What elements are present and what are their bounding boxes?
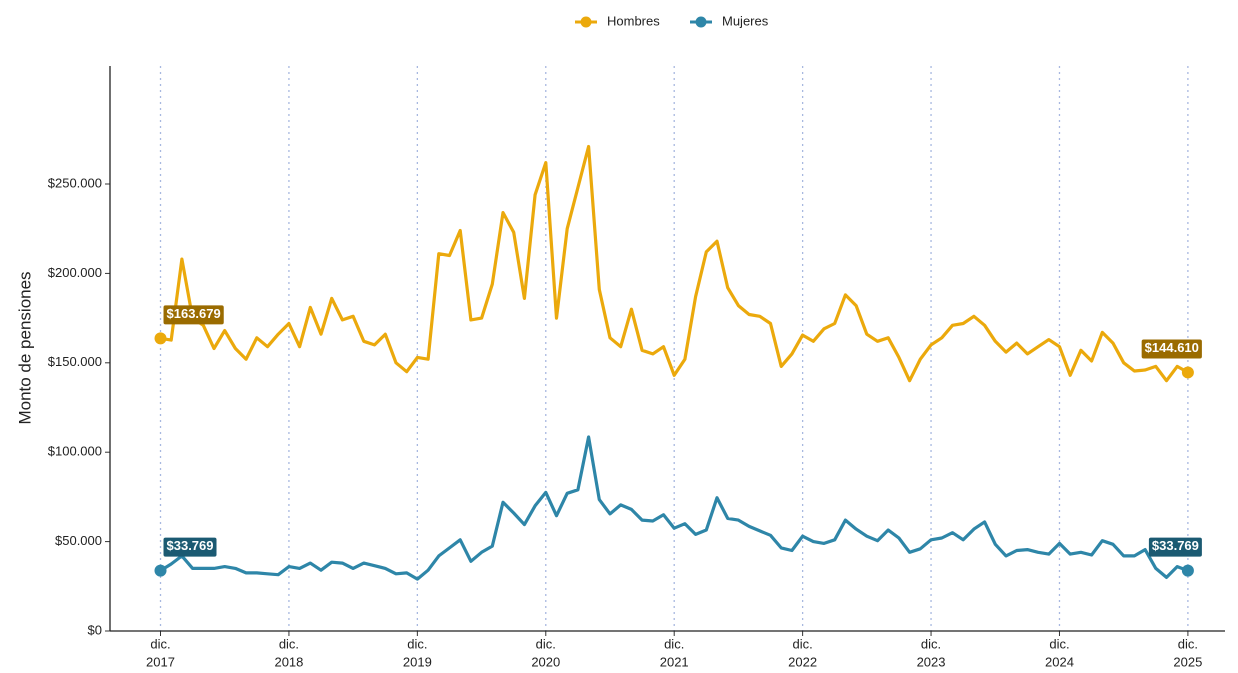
x-tick-label: dic. bbox=[1049, 636, 1069, 651]
legend-label: Hombres bbox=[607, 13, 660, 28]
value-label-group: $163.679 bbox=[163, 305, 224, 325]
value-label-box bbox=[1141, 339, 1202, 359]
y-tick-label: $150.000 bbox=[48, 354, 102, 369]
end-point bbox=[1181, 366, 1194, 379]
value-label-box bbox=[163, 537, 217, 557]
series-line bbox=[160, 144, 1189, 383]
x-tick-label: 2018 bbox=[274, 654, 303, 669]
x-tick-label: 2024 bbox=[1045, 654, 1074, 669]
value-label-box bbox=[1148, 537, 1202, 557]
value-label: $144.610 bbox=[1145, 340, 1199, 355]
x-tick-label: 2020 bbox=[531, 654, 560, 669]
legend-dot bbox=[695, 16, 707, 28]
legend-dot bbox=[580, 16, 592, 28]
x-tick-label: dic. bbox=[1178, 636, 1198, 651]
x-tick-label: 2019 bbox=[403, 654, 432, 669]
end-point bbox=[154, 564, 167, 577]
value-label-group: $33.769 bbox=[1148, 537, 1202, 557]
x-tick-label: dic. bbox=[793, 636, 813, 651]
value-label: $33.769 bbox=[167, 538, 214, 553]
x-tick-label: dic. bbox=[921, 636, 941, 651]
series-line bbox=[159, 435, 1189, 581]
x-tick-label: dic. bbox=[664, 636, 684, 651]
x-tick-label: dic. bbox=[536, 636, 556, 651]
value-label-box bbox=[163, 305, 224, 325]
x-tick-label: dic. bbox=[279, 636, 299, 651]
y-tick-label: $200.000 bbox=[48, 265, 102, 280]
value-label: $163.679 bbox=[167, 306, 221, 321]
y-tick-label: $0 bbox=[88, 622, 102, 637]
x-tick-label: 2021 bbox=[660, 654, 689, 669]
end-point bbox=[1181, 564, 1194, 577]
x-tick-label: 2022 bbox=[788, 654, 817, 669]
x-tick-label: 2023 bbox=[917, 654, 946, 669]
y-tick-label: $100.000 bbox=[48, 444, 102, 459]
x-tick-label: dic. bbox=[150, 636, 170, 651]
x-tick-label: 2025 bbox=[1173, 654, 1202, 669]
legend-label: Mujeres bbox=[722, 13, 769, 28]
x-tick-label: 2017 bbox=[146, 654, 175, 669]
value-label-group: $33.769 bbox=[163, 537, 217, 557]
y-tick-label: $50.000 bbox=[55, 533, 102, 548]
value-label: $33.769 bbox=[1152, 538, 1199, 553]
x-tick-label: dic. bbox=[407, 636, 427, 651]
y-tick-label: $250.000 bbox=[48, 175, 102, 190]
end-point bbox=[154, 332, 167, 345]
y-axis-label: Monto de pensiones bbox=[15, 271, 34, 424]
value-label-group: $144.610 bbox=[1141, 339, 1202, 359]
